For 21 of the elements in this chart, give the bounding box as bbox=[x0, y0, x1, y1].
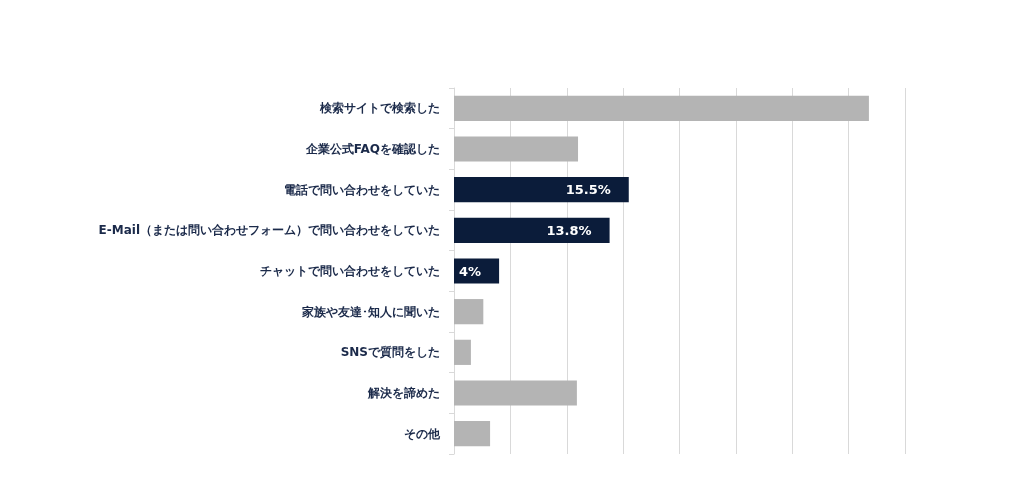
bar bbox=[454, 339, 471, 365]
y-tick-label: その他 bbox=[404, 426, 441, 441]
y-tick-label: 企業公式FAQを確認した bbox=[304, 142, 440, 156]
bar bbox=[454, 258, 500, 284]
data-label: 13.8% bbox=[546, 222, 592, 238]
data-label: 4% bbox=[459, 263, 482, 279]
bar bbox=[454, 136, 579, 162]
bar bbox=[454, 177, 629, 203]
y-tick-label: E-Mail（または問い合わせフォーム）で問い合わせをしていた bbox=[98, 223, 440, 238]
bar bbox=[454, 217, 610, 243]
y-tick-label: 解決を諦めた bbox=[367, 386, 440, 400]
bar bbox=[454, 95, 869, 121]
data-label: 15.5% bbox=[565, 182, 611, 198]
y-tick-label: 家族や友達･知人に聞いた bbox=[301, 304, 440, 319]
y-tick-label: SNSで質問をした bbox=[340, 345, 440, 360]
bar bbox=[454, 421, 491, 447]
bar bbox=[454, 380, 577, 406]
y-tick-label: チャットで問い合わせをしていた bbox=[260, 264, 440, 278]
bar bbox=[454, 299, 484, 325]
y-tick-label: 検索サイトで検索した bbox=[319, 101, 440, 116]
y-tick-label: 電話で問い合わせをしていた bbox=[284, 182, 440, 197]
